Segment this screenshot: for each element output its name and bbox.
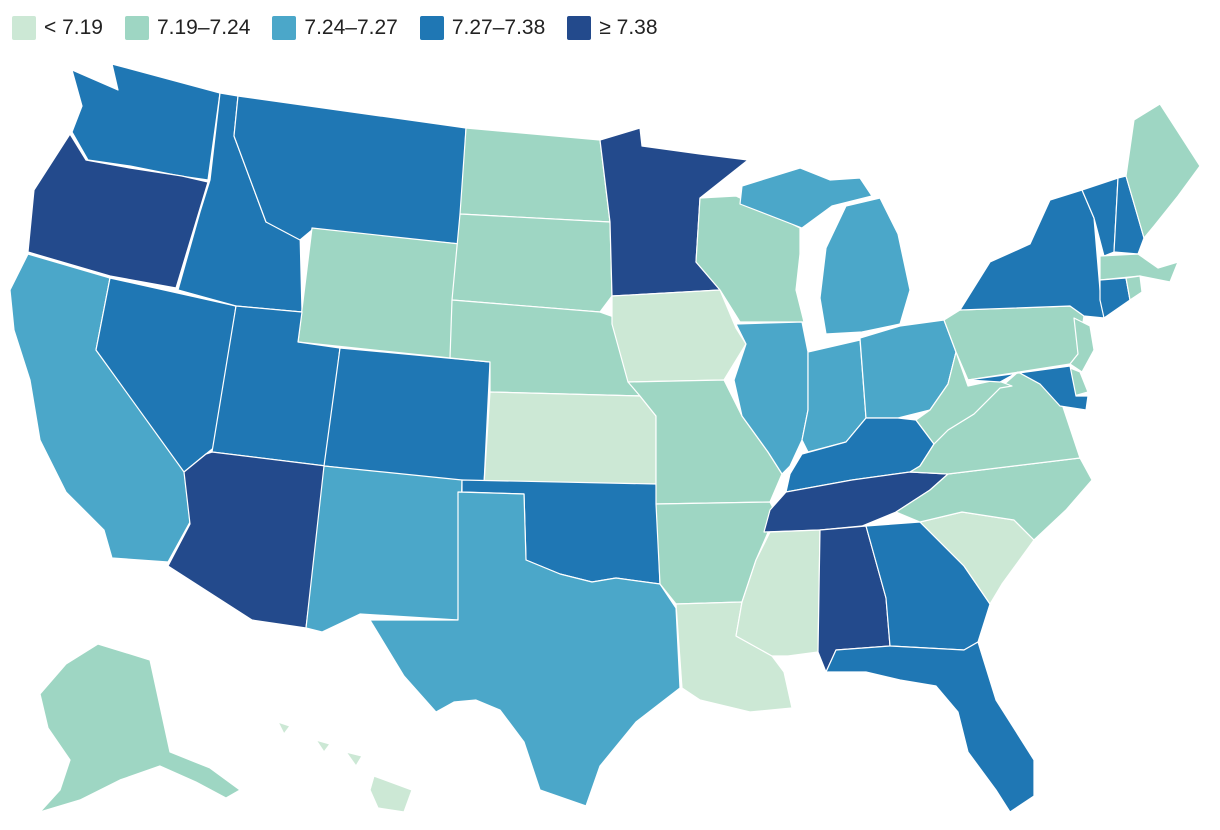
state-va xyxy=(909,371,1081,475)
legend-item-bin-3: 7.27–7.38 xyxy=(419,16,546,40)
legend-label: 7.24–7.27 xyxy=(304,16,398,39)
state-wy xyxy=(297,227,461,359)
state-nm xyxy=(305,465,463,633)
state-fl xyxy=(825,641,1035,813)
state-vt xyxy=(1081,177,1119,257)
state-or xyxy=(27,133,209,289)
state-ri xyxy=(1125,275,1143,301)
state-ks xyxy=(483,391,657,485)
state-co xyxy=(323,347,491,485)
legend-item-bin-1: 7.19–7.24 xyxy=(124,16,251,40)
legend-label: 7.19–7.24 xyxy=(156,16,251,39)
state-ak xyxy=(39,643,241,813)
state-sd xyxy=(451,213,613,313)
state-nd xyxy=(459,127,611,223)
state-ct xyxy=(1099,277,1131,319)
state-az xyxy=(167,451,327,629)
state-wv xyxy=(915,351,1013,445)
states-layer xyxy=(9,63,1201,813)
legend-swatch xyxy=(272,16,297,40)
state-hi xyxy=(277,721,413,813)
state-mi xyxy=(739,167,911,335)
state-me xyxy=(1125,103,1201,239)
legend-item-bin-0: < 7.19 xyxy=(12,16,103,40)
us-choropleth-map xyxy=(9,63,1201,813)
legend-item-bin-2: 7.24–7.27 xyxy=(272,16,398,40)
legend-label: 7.27–7.38 xyxy=(451,16,546,39)
state-md xyxy=(967,365,1089,411)
legend-item-bin-4: ≥ 7.38 xyxy=(567,16,658,40)
state-mo xyxy=(627,379,783,505)
state-nj xyxy=(1069,317,1095,373)
state-nc xyxy=(895,457,1093,541)
state-ia xyxy=(611,289,747,383)
state-il xyxy=(733,321,809,475)
state-mt xyxy=(233,95,467,245)
map-legend: < 7.19 7.19–7.24 7.24–7.27 7.27–7.38 ≥ 7… xyxy=(12,12,680,44)
legend-swatch xyxy=(124,16,149,40)
legend-label: ≥ 7.38 xyxy=(599,16,658,39)
state-ny xyxy=(959,189,1105,319)
state-tx xyxy=(369,491,681,807)
legend-swatch xyxy=(12,16,36,40)
legend-swatch xyxy=(419,16,444,40)
state-nh xyxy=(1113,175,1145,255)
legend-label: < 7.19 xyxy=(44,16,103,39)
legend-swatch xyxy=(567,16,592,40)
